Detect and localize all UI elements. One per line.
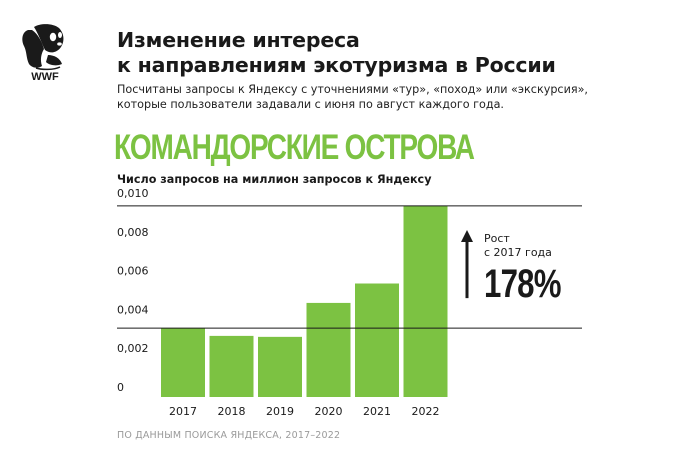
y-axis-label: Число запросов на миллион запросов к Янд… <box>117 173 432 186</box>
bar <box>403 205 448 397</box>
x-tick-label: 2021 <box>363 405 391 418</box>
region-heading: КОМАНДОРСКИЕ ОСТРОВА <box>114 128 475 167</box>
x-tick-label: 2017 <box>169 405 197 418</box>
y-tick-label: 0,004 <box>117 303 149 316</box>
wwf-logo: WWF <box>22 24 64 83</box>
y-tick-label: 0,010 <box>117 187 149 200</box>
bar <box>209 335 254 397</box>
source-note: ПО ДАННЫМ ПОИСКА ЯНДЕКСА, 2017–2022 <box>117 430 341 441</box>
bar <box>258 336 302 397</box>
y-tick-label: 0 <box>117 381 124 394</box>
bar <box>161 328 205 397</box>
x-tick-label: 2018 <box>218 405 246 418</box>
logo-text: WWF <box>31 71 59 83</box>
y-tick-label: 0,008 <box>117 226 149 239</box>
page-title: Изменение интереса к направлениям экотур… <box>117 28 556 78</box>
bar <box>306 302 351 397</box>
subtitle-line-1: Посчитаны запросы к Яндексу с уточнениям… <box>117 83 588 96</box>
x-tick-label: 2022 <box>412 405 440 418</box>
panda-icon <box>22 24 64 71</box>
x-tick-label: 2019 <box>266 405 294 418</box>
y-tick-label: 0,002 <box>117 342 149 355</box>
bar <box>355 283 399 397</box>
growth-value: 178% <box>484 262 561 306</box>
growth-label: Рост с 2017 года <box>484 232 552 260</box>
growth-label-line-2: с 2017 года <box>484 246 552 259</box>
title-line-1: Изменение интереса <box>117 28 360 52</box>
subtitle-line-2: которые пользователи задавали с июня по … <box>117 98 504 111</box>
y-tick-label: 0,006 <box>117 265 149 278</box>
page-subtitle: Посчитаны запросы к Яндексу с уточнениям… <box>117 82 677 112</box>
x-tick-label: 2020 <box>315 405 343 418</box>
title-line-2: к направлениям экотуризма в России <box>117 53 556 77</box>
growth-arrow-head <box>461 230 473 242</box>
growth-label-line-1: Рост <box>484 232 510 245</box>
